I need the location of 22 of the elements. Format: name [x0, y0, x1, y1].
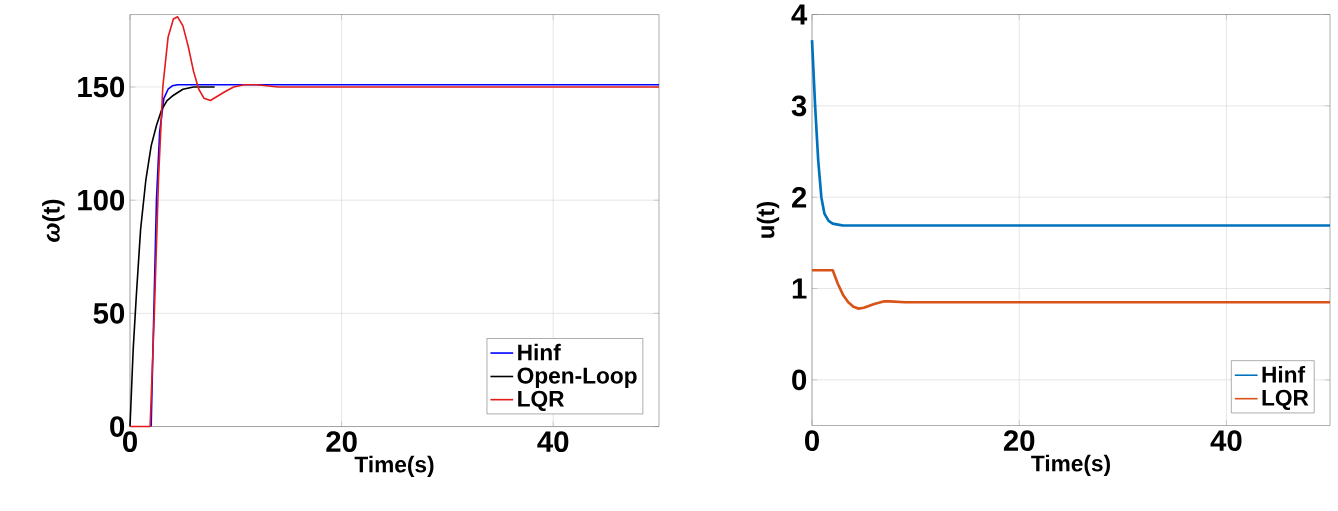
y-tick-label: 150: [78, 76, 125, 98]
y-tick-label: 4: [791, 4, 808, 25]
y-axis-title: ω(t): [42, 199, 65, 243]
y-tick-label: 1: [792, 278, 807, 299]
y-tick-label: 50: [93, 303, 125, 324]
x-tick-label: 20: [1003, 430, 1035, 452]
x-tick-label: 20: [326, 431, 357, 453]
x-axis-title: Time(s): [354, 456, 434, 478]
y-axis-title: u(t): [756, 202, 780, 239]
y-tick-label: 100: [78, 190, 125, 211]
legend-label: LQR: [518, 390, 565, 412]
x-tick-label: 40: [537, 431, 569, 453]
legend-label: LQR: [1262, 390, 1309, 411]
y-tick-label: 2: [792, 187, 807, 208]
y-tick-label: 3: [791, 95, 807, 117]
legend-label: Hinf: [1262, 366, 1306, 383]
legend-label: Hinf: [518, 344, 561, 361]
legend-label: Open-Loop: [517, 367, 637, 389]
y-tick-label: 0: [792, 369, 807, 391]
x-tick-label: 40: [1210, 430, 1242, 452]
x-axis-title: Time(s): [1031, 455, 1110, 477]
line-series: [129, 86, 216, 428]
